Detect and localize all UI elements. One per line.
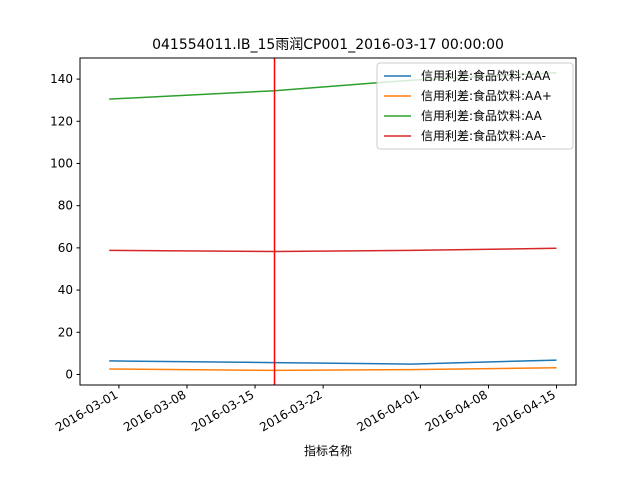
- series-line-1: [109, 366, 557, 372]
- y-axis: 0 20 40 60 80 100 120 140: [50, 72, 80, 381]
- y-tick-label: 20: [58, 325, 73, 339]
- legend-box: [376, 62, 574, 150]
- x-tick-label: 2016-03-22: [257, 387, 324, 434]
- x-tick-label: 2016-03-08: [121, 387, 188, 434]
- axes-frame: [79, 57, 577, 386]
- legend-label-1: 信用利差:食品饮料:AA+: [421, 88, 552, 103]
- series-line-3: [109, 247, 557, 253]
- legend-label-3: 信用利差:食品饮料:AA-: [421, 128, 546, 143]
- y-tick-label: 100: [50, 156, 73, 170]
- plot-area: [109, 58, 557, 385]
- series-line-0: [109, 359, 557, 365]
- y-tick-label: 120: [50, 114, 73, 128]
- chart-title: 041554011.IB_15雨润CP001_2016-03-17 00:00:…: [152, 37, 504, 53]
- x-tick-label: 2016-03-01: [53, 387, 120, 434]
- x-tick-label: 2016-04-08: [423, 387, 490, 434]
- y-tick-label: 40: [58, 283, 73, 297]
- y-tick-label: 60: [58, 241, 73, 255]
- x-axis-label: 指标名称: [304, 443, 352, 458]
- x-axis: 2016-03-01 2016-03-08 2016-03-15 2016-03-22…: [53, 385, 558, 434]
- y-tick-label: 0: [65, 367, 73, 381]
- x-tick-label: 2016-04-15: [491, 387, 558, 434]
- legend: 信用利差:食品饮料:AAA 信用利差:食品饮料:AA+ 信用利差:食品饮料:AA 信用…: [376, 62, 574, 150]
- x-tick-label: 2016-03-15: [189, 387, 256, 434]
- y-tick-label: 80: [58, 199, 73, 213]
- legend-label-2: 信用利差:食品饮料:AA: [421, 108, 543, 123]
- y-tick-label: 140: [50, 72, 73, 86]
- x-tick-label: 2016-04-01: [354, 387, 421, 434]
- legend-label-0: 信用利差:食品饮料:AAA: [421, 68, 551, 83]
